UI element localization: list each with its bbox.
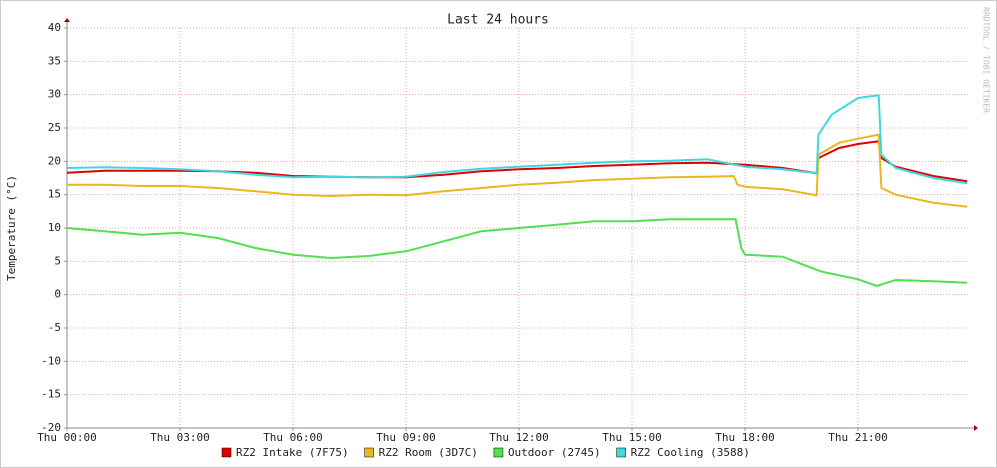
y-tick-label: -20 [41, 421, 61, 434]
x-tick-label: Thu 03:00 [150, 431, 210, 444]
x-tick-label: Thu 15:00 [602, 431, 662, 444]
legend-swatch [493, 447, 504, 458]
legend-label: Outdoor (2745) [508, 446, 601, 459]
y-tick-label: 15 [48, 188, 61, 201]
y-tick-label: 30 [48, 88, 61, 101]
legend-label: RZ2 Cooling (3588) [631, 446, 750, 459]
legend-label: RZ2 Room (3D7C) [379, 446, 478, 459]
watermark: RRDTOOL / TOBI OETIKER [982, 7, 991, 113]
y-tick-label: 40 [48, 21, 61, 34]
x-tick-label: Thu 09:00 [376, 431, 436, 444]
y-axis-label: Temperature (°C) [5, 175, 18, 281]
x-tick-label: Thu 00:00 [37, 431, 97, 444]
y-tick-label: 35 [48, 54, 61, 67]
series-line [66, 218, 968, 288]
y-tick-label: 25 [48, 121, 61, 134]
x-tick-label: Thu 21:00 [828, 431, 888, 444]
y-axis-arrow [64, 18, 70, 22]
x-tick-label: Thu 06:00 [263, 431, 323, 444]
y-tick-label: 5 [54, 254, 61, 267]
y-tick-label: -15 [41, 388, 61, 401]
legend-label: RZ2 Intake (7F75) [236, 446, 349, 459]
legend-swatch [364, 447, 374, 458]
y-tick-label: 20 [48, 154, 61, 167]
legend-swatch [221, 447, 232, 458]
chart-title: Last 24 hours [447, 13, 549, 28]
y-tick-label: 0 [54, 288, 61, 301]
y-tick-label: -10 [41, 354, 61, 367]
series-line [66, 140, 968, 183]
x-axis-arrow [974, 425, 978, 431]
x-tick-label: Thu 18:00 [715, 431, 775, 444]
series-line [66, 94, 968, 185]
y-tick-label: -5 [48, 321, 61, 334]
legend-swatch [616, 447, 626, 458]
x-tick-label: Thu 12:00 [489, 431, 549, 444]
series-line [67, 133, 968, 208]
y-tick-label: 10 [48, 221, 61, 234]
